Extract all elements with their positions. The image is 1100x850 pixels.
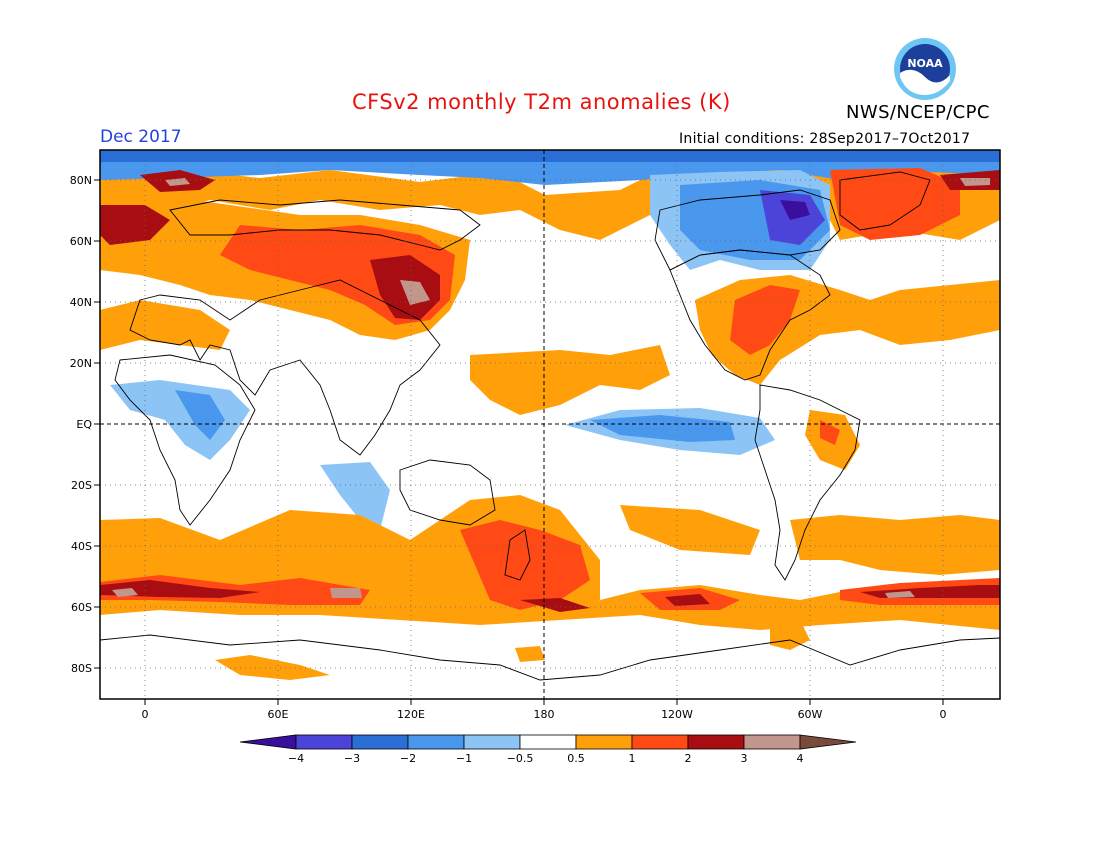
lat-label: 20S (71, 479, 92, 492)
legend-label: 3 (741, 752, 748, 765)
legend-label: −2 (400, 752, 416, 765)
lat-label: 20N (70, 357, 92, 370)
color-legend: −4 −3 −2 −1 −0.5 0.5 1 2 3 4 (239, 734, 857, 765)
lon-label: 180 (534, 708, 555, 721)
legend-label: −4 (288, 752, 304, 765)
lat-label: 80N (70, 174, 92, 187)
lat-label: 40N (70, 296, 92, 309)
legend-swatch (687, 734, 745, 750)
lat-label: 80S (71, 662, 92, 675)
coastlines (100, 171, 1000, 681)
longitude-labels: 0 60E 120E 180 120W 60W 0 (142, 708, 947, 721)
lat-label: 40S (71, 540, 92, 553)
lon-label: 0 (142, 708, 149, 721)
legend-swatch (351, 734, 409, 750)
agency-label: NWS/NCEP/CPC (846, 102, 990, 123)
lat-label: 60S (71, 601, 92, 614)
lon-label: 60W (798, 708, 823, 721)
legend-label: −3 (344, 752, 360, 765)
lon-label: 120E (397, 708, 425, 721)
map-title: CFSv2 monthly T2m anomalies (K) (352, 90, 731, 114)
noaa-logo: NOAA (894, 38, 956, 100)
lon-label: 60E (268, 708, 289, 721)
legend-swatch (519, 734, 577, 750)
graticule (100, 150, 1000, 699)
lon-label: 120W (661, 708, 693, 721)
legend-swatch (407, 734, 465, 750)
legend-swatch (575, 734, 633, 750)
legend-arrow-high (799, 734, 857, 750)
legend-label: 2 (685, 752, 692, 765)
legend-swatch (743, 734, 801, 750)
lat-label: EQ (76, 418, 92, 431)
legend-swatch (295, 734, 353, 750)
latitude-labels: 80N 60N 40N 20N EQ 20S 40S 60S 80S (70, 174, 93, 675)
legend-label: 4 (797, 752, 804, 765)
legend-label: −1 (456, 752, 472, 765)
legend-swatch (631, 734, 689, 750)
legend-label: 0.5 (567, 752, 585, 765)
forecast-month: Dec 2017 (100, 127, 182, 147)
lat-label: 60N (70, 235, 92, 248)
initial-conditions: Initial conditions: 28Sep2017–7Oct2017 (679, 131, 971, 147)
legend-swatch (463, 734, 521, 750)
equator-dateline (100, 150, 1000, 699)
svg-text:NOAA: NOAA (907, 57, 943, 70)
legend-label: −0.5 (507, 752, 534, 765)
lon-label: 0 (940, 708, 947, 721)
legend-arrow-low (239, 734, 297, 750)
legend-label: 1 (629, 752, 636, 765)
